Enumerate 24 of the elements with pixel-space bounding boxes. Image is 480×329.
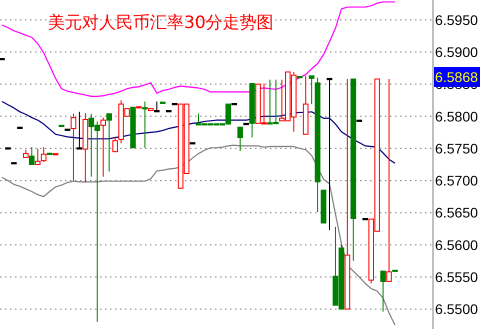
candlestick: [94, 120, 100, 322]
candlestick: [267, 79, 273, 124]
candlestick: [142, 101, 148, 148]
candlestick: [380, 270, 386, 312]
candlestick: [40, 146, 46, 162]
candlestick: [326, 78, 332, 231]
candlestick: [70, 113, 76, 182]
candlestick: [112, 136, 118, 152]
annotation: 6.5868: [435, 69, 478, 85]
candlestick: [237, 126, 243, 152]
candlestick: [88, 113, 94, 178]
candlestick: [100, 117, 106, 178]
candlestick: [308, 75, 314, 105]
candlestick: [279, 79, 285, 122]
candlestick: [386, 78, 392, 282]
title: 美元对人民币汇率30分走势图: [48, 13, 274, 33]
candlestick: [261, 83, 267, 124]
candlestick: [154, 101, 160, 112]
candlestick: [196, 113, 202, 126]
candlestick: [28, 146, 35, 165]
candlestick: [76, 111, 82, 150]
candlestick: [34, 148, 41, 165]
candlestick: [106, 113, 112, 172]
candlestick: [273, 79, 279, 124]
